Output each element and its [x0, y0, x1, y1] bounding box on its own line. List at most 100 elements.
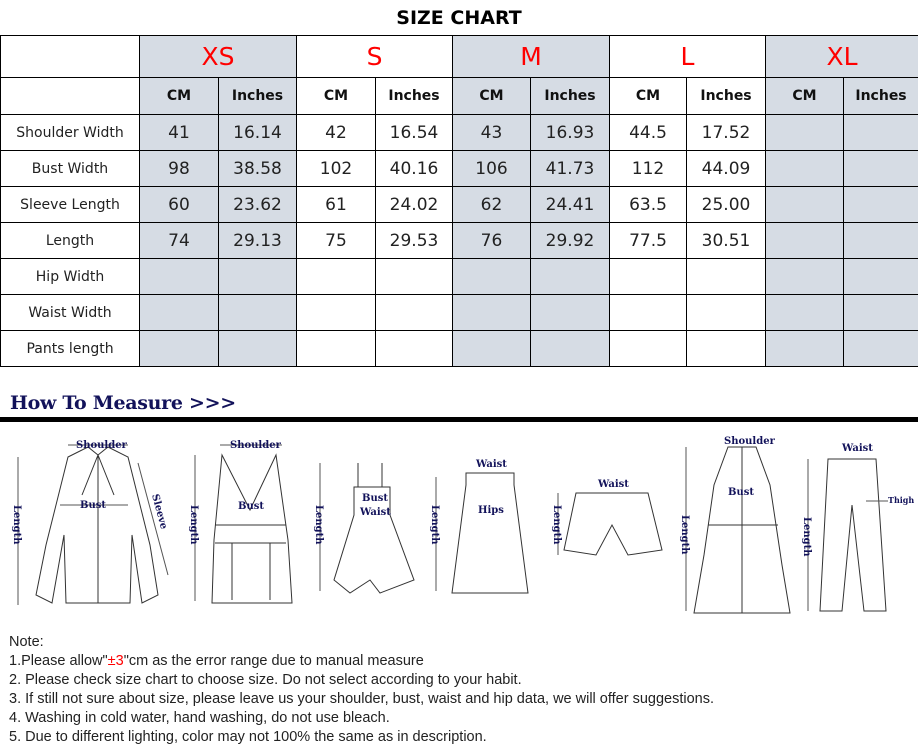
table-cell: 112	[609, 150, 688, 187]
label-waist: Waist	[359, 507, 391, 518]
table-cell	[843, 330, 918, 367]
note-3: 3. If still not sure about size, please …	[9, 691, 714, 707]
unit-cm: CM	[139, 77, 219, 115]
table-cell	[529, 294, 611, 331]
table-cell	[765, 330, 845, 367]
table-cell	[218, 294, 297, 331]
corner-cell	[0, 35, 140, 78]
table-cell	[843, 222, 918, 259]
table-cell	[452, 330, 531, 367]
label-length: Length	[801, 517, 812, 557]
table-row: Sleeve Length 60 23.62 61 24.02 62 24.41 63.5 25…	[0, 186, 918, 223]
table-cell: 44.5	[609, 114, 688, 151]
table-cell: 30.51	[686, 222, 767, 259]
table-cell	[452, 258, 531, 295]
table-cell: 63.5	[609, 186, 688, 223]
unit-cm: CM	[296, 77, 376, 115]
size-header-row: XS S M L XL	[0, 35, 918, 78]
divider	[0, 417, 918, 422]
label-bust: Bust	[238, 501, 264, 512]
label-bust: Bust	[80, 500, 106, 511]
table-cell: 74	[139, 222, 219, 259]
table-cell: 29.13	[218, 222, 297, 259]
table-cell: 77.5	[609, 222, 688, 259]
note-5: 5. Due to different lighting, color may …	[9, 729, 487, 745]
label-shoulder: Shoulder	[230, 440, 282, 451]
table-cell	[139, 294, 219, 331]
size-chart-table: XS S M L XL CM Inches CM Inches CM Inches CM In…	[0, 35, 918, 367]
table-cell: 17.52	[686, 114, 767, 151]
shirt-illustration: Shoulder Bust Length Sleeve	[11, 440, 169, 605]
note-1-tolerance: ±3	[107, 653, 124, 669]
label-sleeve: Sleeve	[149, 493, 169, 531]
table-cell: 76	[452, 222, 531, 259]
unit-cm: CM	[452, 77, 531, 115]
table-cell: 40.16	[375, 150, 453, 187]
skirt-illustration: Waist Hips Length	[429, 459, 529, 594]
table-cell	[139, 258, 219, 295]
label-length: Length	[551, 505, 562, 545]
table-cell: 42	[296, 114, 376, 151]
size-l: L	[609, 35, 767, 78]
note-1-text-end: "cm as the error range due to manual mea…	[123, 653, 424, 669]
table-cell: 60	[139, 186, 219, 223]
how-to-measure-heading: How To Measure >>>	[10, 392, 236, 414]
table-cell: 16.93	[529, 114, 611, 151]
table-cell	[296, 258, 376, 295]
table-cell	[375, 258, 453, 295]
label-shoulder: Shoulder	[76, 440, 128, 451]
unit-header-row: CM Inches CM Inches CM Inches CM Inches CM Inches	[0, 77, 918, 115]
row-label: Pants length	[0, 330, 140, 367]
table-cell: 16.14	[218, 114, 297, 151]
dress-illustration: Bust Waist Length	[313, 463, 415, 594]
table-cell	[609, 258, 688, 295]
corner-cell	[0, 77, 140, 115]
table-cell: 24.41	[529, 186, 611, 223]
table-cell	[529, 258, 611, 295]
table-cell: 29.92	[529, 222, 611, 259]
row-label: Length	[0, 222, 140, 259]
label-waist: Waist	[475, 459, 507, 470]
table-cell	[296, 330, 376, 367]
table-cell	[686, 330, 767, 367]
unit-inches: Inches	[843, 77, 918, 115]
measure-illustrations: Shoulder Bust Length Sleeve Shoulder Bus…	[11, 436, 914, 614]
table-cell: 41	[139, 114, 219, 151]
label-shoulder: Shoulder	[724, 436, 776, 447]
shorts-illustration: Waist Length	[551, 479, 663, 556]
table-cell	[686, 258, 767, 295]
table-cell: 61	[296, 186, 376, 223]
table-cell: 102	[296, 150, 376, 187]
table-cell: 62	[452, 186, 531, 223]
table-row: Pants length	[0, 330, 918, 367]
unit-inches: Inches	[686, 77, 767, 115]
table-cell: 38.58	[218, 150, 297, 187]
label-waist: Waist	[841, 443, 873, 454]
table-cell: 75	[296, 222, 376, 259]
note-1-text: 1.Please allow"	[9, 653, 108, 669]
label-bust: Bust	[728, 487, 754, 498]
table-cell	[765, 258, 845, 295]
table-cell: 43	[452, 114, 531, 151]
table-cell	[765, 222, 845, 259]
table-row: Shoulder Width 41 16.14 42 16.54 43 16.93 44.5 1…	[0, 114, 918, 151]
table-cell	[218, 258, 297, 295]
table-row: Length 74 29.13 75 29.53 76 29.92 77.5 30.51	[0, 222, 918, 259]
table-cell	[375, 294, 453, 331]
row-label: Hip Width	[0, 258, 140, 295]
table-row: Hip Width	[0, 258, 918, 295]
row-label: Waist Width	[0, 294, 140, 331]
label-length: Length	[11, 505, 22, 545]
tank-top-illustration: Shoulder Bust Length	[188, 440, 293, 604]
table-cell: 106	[452, 150, 531, 187]
table-row: Bust Width 98 38.58 102 40.16 106 41.73 112 44.0…	[0, 150, 918, 187]
note-1: 1.Please allow"±3"cm as the error range …	[9, 652, 714, 671]
unit-inches: Inches	[375, 77, 453, 115]
table-cell: 24.02	[375, 186, 453, 223]
size-xs: XS	[139, 35, 297, 78]
row-label: Shoulder Width	[0, 114, 140, 151]
label-hips: Hips	[478, 505, 504, 516]
table-cell	[609, 330, 688, 367]
note-4: 4. Washing in cold water, hand washing, …	[9, 710, 390, 726]
table-cell: 41.73	[529, 150, 611, 187]
